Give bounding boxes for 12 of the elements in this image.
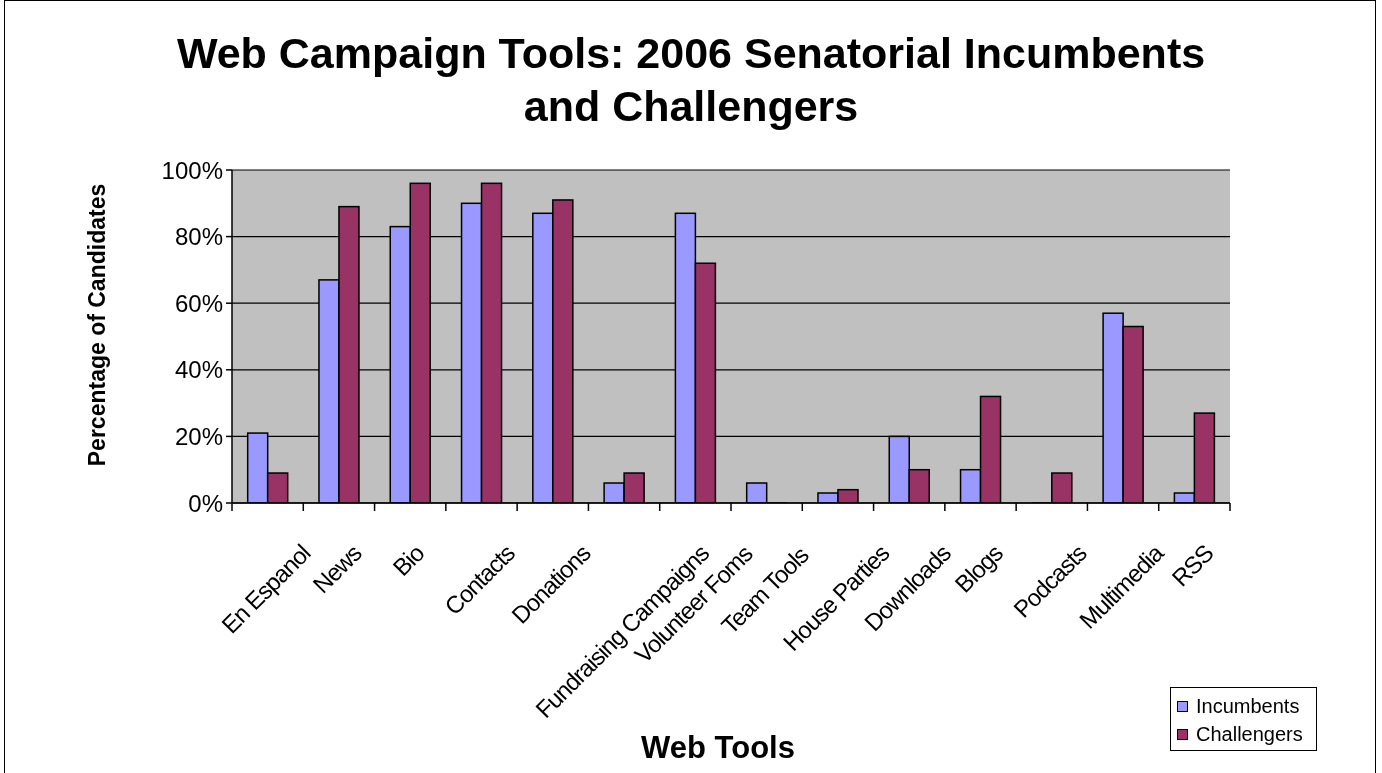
y-tick-label: 0% — [188, 489, 223, 517]
y-tick-label: 60% — [174, 289, 223, 317]
legend-label: Challengers — [1196, 722, 1303, 746]
x-tick-label: Bio — [387, 539, 430, 582]
y-tick-label: 80% — [174, 223, 223, 251]
y-tick-label: 20% — [174, 422, 223, 450]
chart-title: Web Campaign Tools: 2006 Senatorial Incumbents and Challengers — [175, 28, 1207, 132]
y-tick-label: 100% — [161, 156, 223, 184]
x-axis-title: Web Tools — [641, 730, 795, 766]
y-tick-label: 40% — [174, 356, 223, 384]
y-axis-title: Percentage of Candidates — [83, 183, 111, 467]
legend-label: Incumbents — [1196, 694, 1300, 718]
